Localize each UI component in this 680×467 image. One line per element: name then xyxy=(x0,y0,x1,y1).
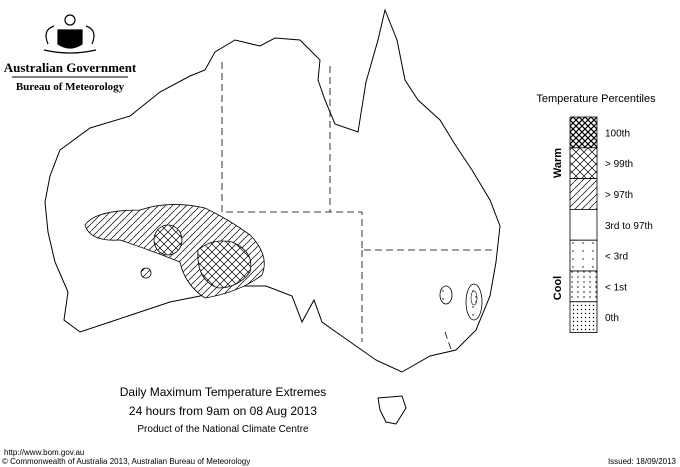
legend-swatch xyxy=(569,116,598,149)
legend-label: > 97th xyxy=(605,190,633,201)
below-3rd-region xyxy=(439,285,453,305)
legend-swatch xyxy=(569,270,598,303)
below-1st-region xyxy=(470,290,478,306)
agency-name: Bureau of Meteorology xyxy=(16,81,125,93)
legend-label: 100th xyxy=(605,128,630,139)
mainland-outline xyxy=(44,8,501,373)
legend-swatch xyxy=(569,301,598,333)
coat-of-arms xyxy=(43,14,97,54)
australia-map xyxy=(44,8,501,425)
footer-issued: Issued: 18/09/2013 xyxy=(608,457,677,466)
cool-label: Cool xyxy=(552,276,564,300)
legend-swatch xyxy=(569,178,598,210)
legend: Temperature Percentiles Warm Cool 100th >… xyxy=(536,93,656,333)
legend-label: > 99th xyxy=(605,159,633,170)
legend-label: 3rd to 97th xyxy=(605,221,653,232)
warm-label: Warm xyxy=(552,148,564,178)
footer-copyright: © Commonwealth of Australia 2013, Austra… xyxy=(2,457,250,466)
legend-label: < 1st xyxy=(605,282,627,293)
legend-swatch xyxy=(569,147,598,180)
caption-period: 24 hours from 9am on 08 Aug 2013 xyxy=(129,404,317,418)
legend-swatch xyxy=(569,239,598,272)
above-99th-region xyxy=(153,224,183,256)
government-name: Australian Government xyxy=(4,60,137,75)
footer-url: http://www.bom.gov.au xyxy=(4,448,84,457)
state-borders xyxy=(221,62,492,353)
above-97th-region xyxy=(140,267,152,279)
tasmania-outline xyxy=(377,395,407,425)
legend-title: Temperature Percentiles xyxy=(536,93,656,105)
legend-label: < 3rd xyxy=(605,252,628,263)
caption-product: Product of the National Climate Centre xyxy=(137,424,309,435)
above-99th-region xyxy=(197,240,252,289)
caption-title: Daily Maximum Temperature Extremes xyxy=(120,385,327,399)
legend-swatch xyxy=(569,208,598,241)
legend-label: 0th xyxy=(605,313,619,324)
